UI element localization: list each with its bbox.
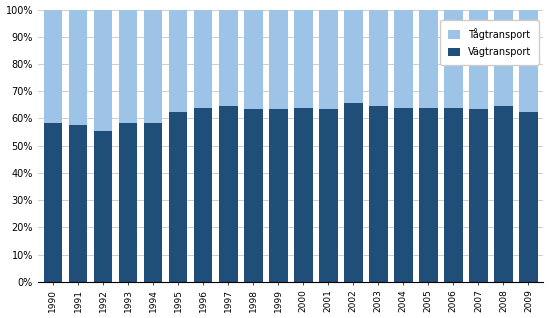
Bar <box>169 112 187 282</box>
Bar <box>394 10 413 107</box>
Bar <box>469 109 488 282</box>
Bar <box>294 10 312 107</box>
Bar <box>244 109 262 282</box>
Bar <box>269 109 288 282</box>
Bar <box>369 10 388 106</box>
Bar <box>344 103 363 282</box>
Bar <box>169 10 187 112</box>
Bar <box>319 10 338 109</box>
Bar <box>219 10 238 106</box>
Bar <box>519 10 538 112</box>
Bar <box>43 10 63 122</box>
Bar <box>194 10 212 107</box>
Bar <box>494 10 513 106</box>
Bar <box>419 10 438 107</box>
Bar <box>43 122 63 282</box>
Bar <box>269 10 288 109</box>
Bar <box>419 107 438 282</box>
Bar <box>194 107 212 282</box>
Bar <box>244 10 262 109</box>
Bar <box>144 122 163 282</box>
Bar <box>219 106 238 282</box>
Bar <box>469 10 488 109</box>
Bar <box>93 131 113 282</box>
Bar <box>144 10 163 122</box>
Bar <box>119 10 137 122</box>
Legend: Tågtransport, Vägtransport: Tågtransport, Vägtransport <box>440 20 539 65</box>
Bar <box>294 107 312 282</box>
Bar <box>519 112 538 282</box>
Bar <box>69 10 87 125</box>
Bar <box>344 10 363 103</box>
Bar <box>394 107 413 282</box>
Bar <box>369 106 388 282</box>
Bar <box>444 107 463 282</box>
Bar <box>319 109 338 282</box>
Bar <box>444 10 463 107</box>
Bar <box>119 122 137 282</box>
Bar <box>69 125 87 282</box>
Bar <box>93 10 113 131</box>
Bar <box>494 106 513 282</box>
